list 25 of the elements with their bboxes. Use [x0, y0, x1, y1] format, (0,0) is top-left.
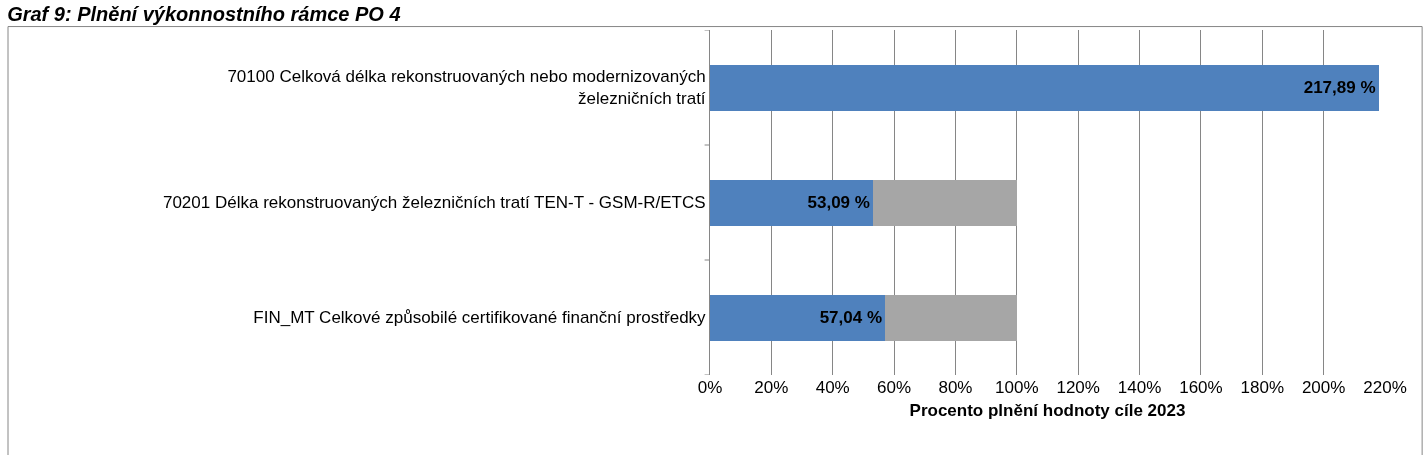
bar	[872, 179, 1017, 226]
x-tick-label: 60%	[877, 378, 912, 397]
bar	[710, 179, 873, 226]
x-tick-label: 120%	[1056, 378, 1100, 397]
x-tick-label: 220%	[1363, 378, 1407, 397]
x-tick-label: 180%	[1240, 378, 1285, 397]
bar	[710, 294, 886, 341]
data-label: 53,09 %	[807, 193, 870, 212]
bar	[885, 294, 1017, 341]
y-tick-label: FIN_MT Celkové způsobilé certifikované finanční prostředky	[253, 308, 707, 328]
x-tick-label: 0%	[697, 378, 723, 397]
x-axis-title: Procento plnění hodnoty cíle 2023	[909, 401, 1186, 421]
x-tick-label: 80%	[938, 378, 973, 397]
x-tick-label: 40%	[815, 378, 850, 397]
data-label: 217,89 %	[1303, 78, 1376, 97]
x-tick-label: 100%	[995, 378, 1039, 397]
x-tick-label: 140%	[1117, 378, 1162, 397]
data-label: 57,04 %	[819, 308, 883, 327]
text: Graf 9: Plnění výkonnostního rámce PO 4	[7, 2, 401, 25]
x-tick-label: 160%	[1179, 378, 1223, 397]
bar	[710, 64, 1379, 111]
y-tick-label: 70100 Celková délka rekonstruovaných nebo modernizovaných železničních tratí	[227, 67, 706, 109]
x-tick-label: 200%	[1301, 378, 1346, 397]
x-tick-label: 20%	[754, 378, 789, 397]
y-tick-label: 70201 Délka rekonstruovaných železničních tratí TEN-T - GSM-R/ETCS	[162, 193, 706, 213]
